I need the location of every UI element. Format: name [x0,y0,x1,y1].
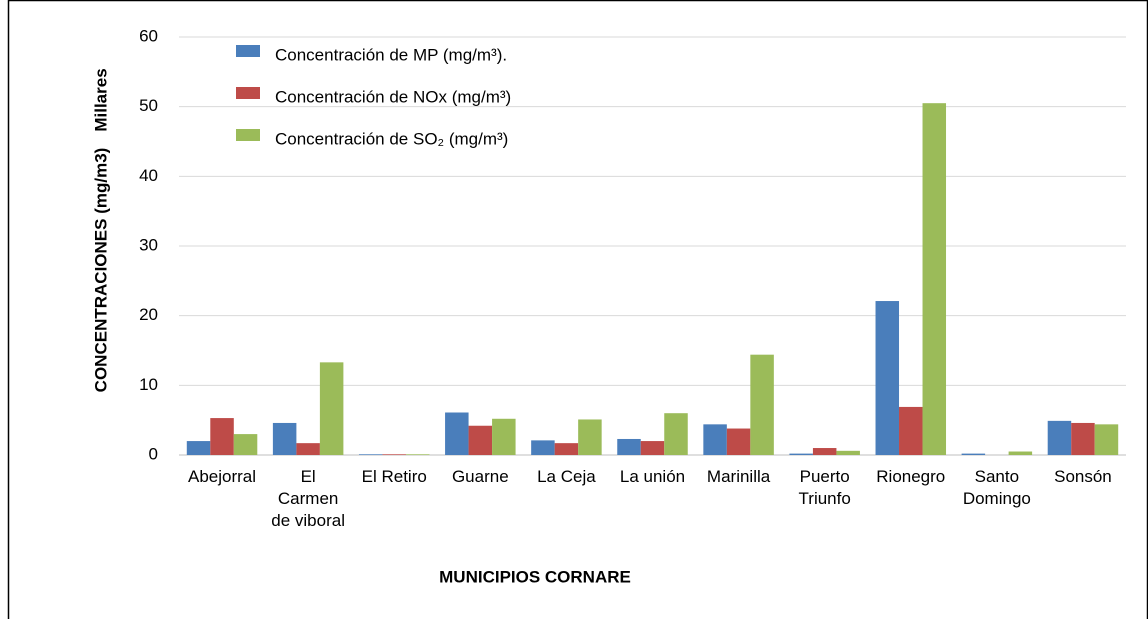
y-tick-label: 20 [139,305,158,324]
bar [961,453,986,455]
frame [7,0,1148,619]
bar [382,454,406,455]
bar [492,418,516,455]
x-tick-label: El Retiro [361,467,427,486]
x-tick-label: Puerto Triunfo [798,467,851,508]
y-axis-label: CONCENTRACIONES (mg/m3) [91,148,110,393]
bar [578,419,602,455]
x-tick-label: Abejorral [188,467,257,486]
bar [726,428,751,455]
bar [922,103,947,455]
x-tick-label: Sonsón [1054,467,1112,486]
bar [703,424,727,455]
legend-label: Concentración de SO₂ (mg/m³) [275,129,508,148]
bar [640,441,665,455]
bar [1047,420,1072,455]
bar [233,434,258,455]
bar [617,438,641,455]
bar [664,413,688,455]
x-tick-label: Marinilla [706,467,771,486]
x-tick-label: Rionegro [876,467,946,486]
bar [405,454,430,455]
x-tick-label: La unión [619,467,686,486]
legend-swatch [236,45,260,57]
y-tick-label: 0 [149,444,158,463]
bar [210,418,234,455]
x-tick-label: El Carmen de viboral [271,467,345,530]
y-tick-label: 60 [139,26,158,45]
bar [1071,422,1095,455]
bar [812,448,837,455]
bar [531,440,555,455]
x-axis-label: MUNICIPIOS CORNARE [439,567,631,586]
bar [468,425,493,455]
legend-label: Concentración de NOx (mg/m³) [275,87,511,106]
bar [789,453,813,455]
bar [358,454,383,455]
legend-label: Concentración de MP (mg/m³). [275,45,507,64]
bar [272,422,297,455]
y-tick-label: 10 [139,375,158,394]
bar [1008,451,1033,455]
bar [875,301,900,455]
bar [319,362,344,455]
y-unit-label: Millares [91,68,110,131]
bar [750,354,774,455]
y-tick-label: 30 [139,235,158,254]
y-tick-label: 50 [139,96,158,115]
bar [554,443,579,455]
bar [296,443,320,455]
x-tick-label: Santo Domingo [962,467,1031,508]
bar [836,450,860,455]
y-tick-label: 40 [139,166,158,185]
x-tick-label: Guarne [451,467,509,486]
x-tick-label: La Ceja [537,467,596,486]
legend-swatch [236,129,260,141]
legend-swatch [236,87,260,99]
bar [899,406,923,455]
bar [1094,424,1119,455]
bar [445,412,469,455]
bar [186,441,211,455]
